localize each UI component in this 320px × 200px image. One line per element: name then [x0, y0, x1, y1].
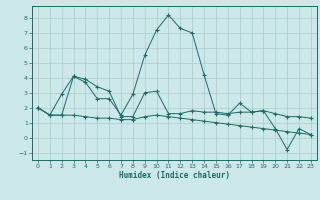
X-axis label: Humidex (Indice chaleur): Humidex (Indice chaleur) [119, 171, 230, 180]
